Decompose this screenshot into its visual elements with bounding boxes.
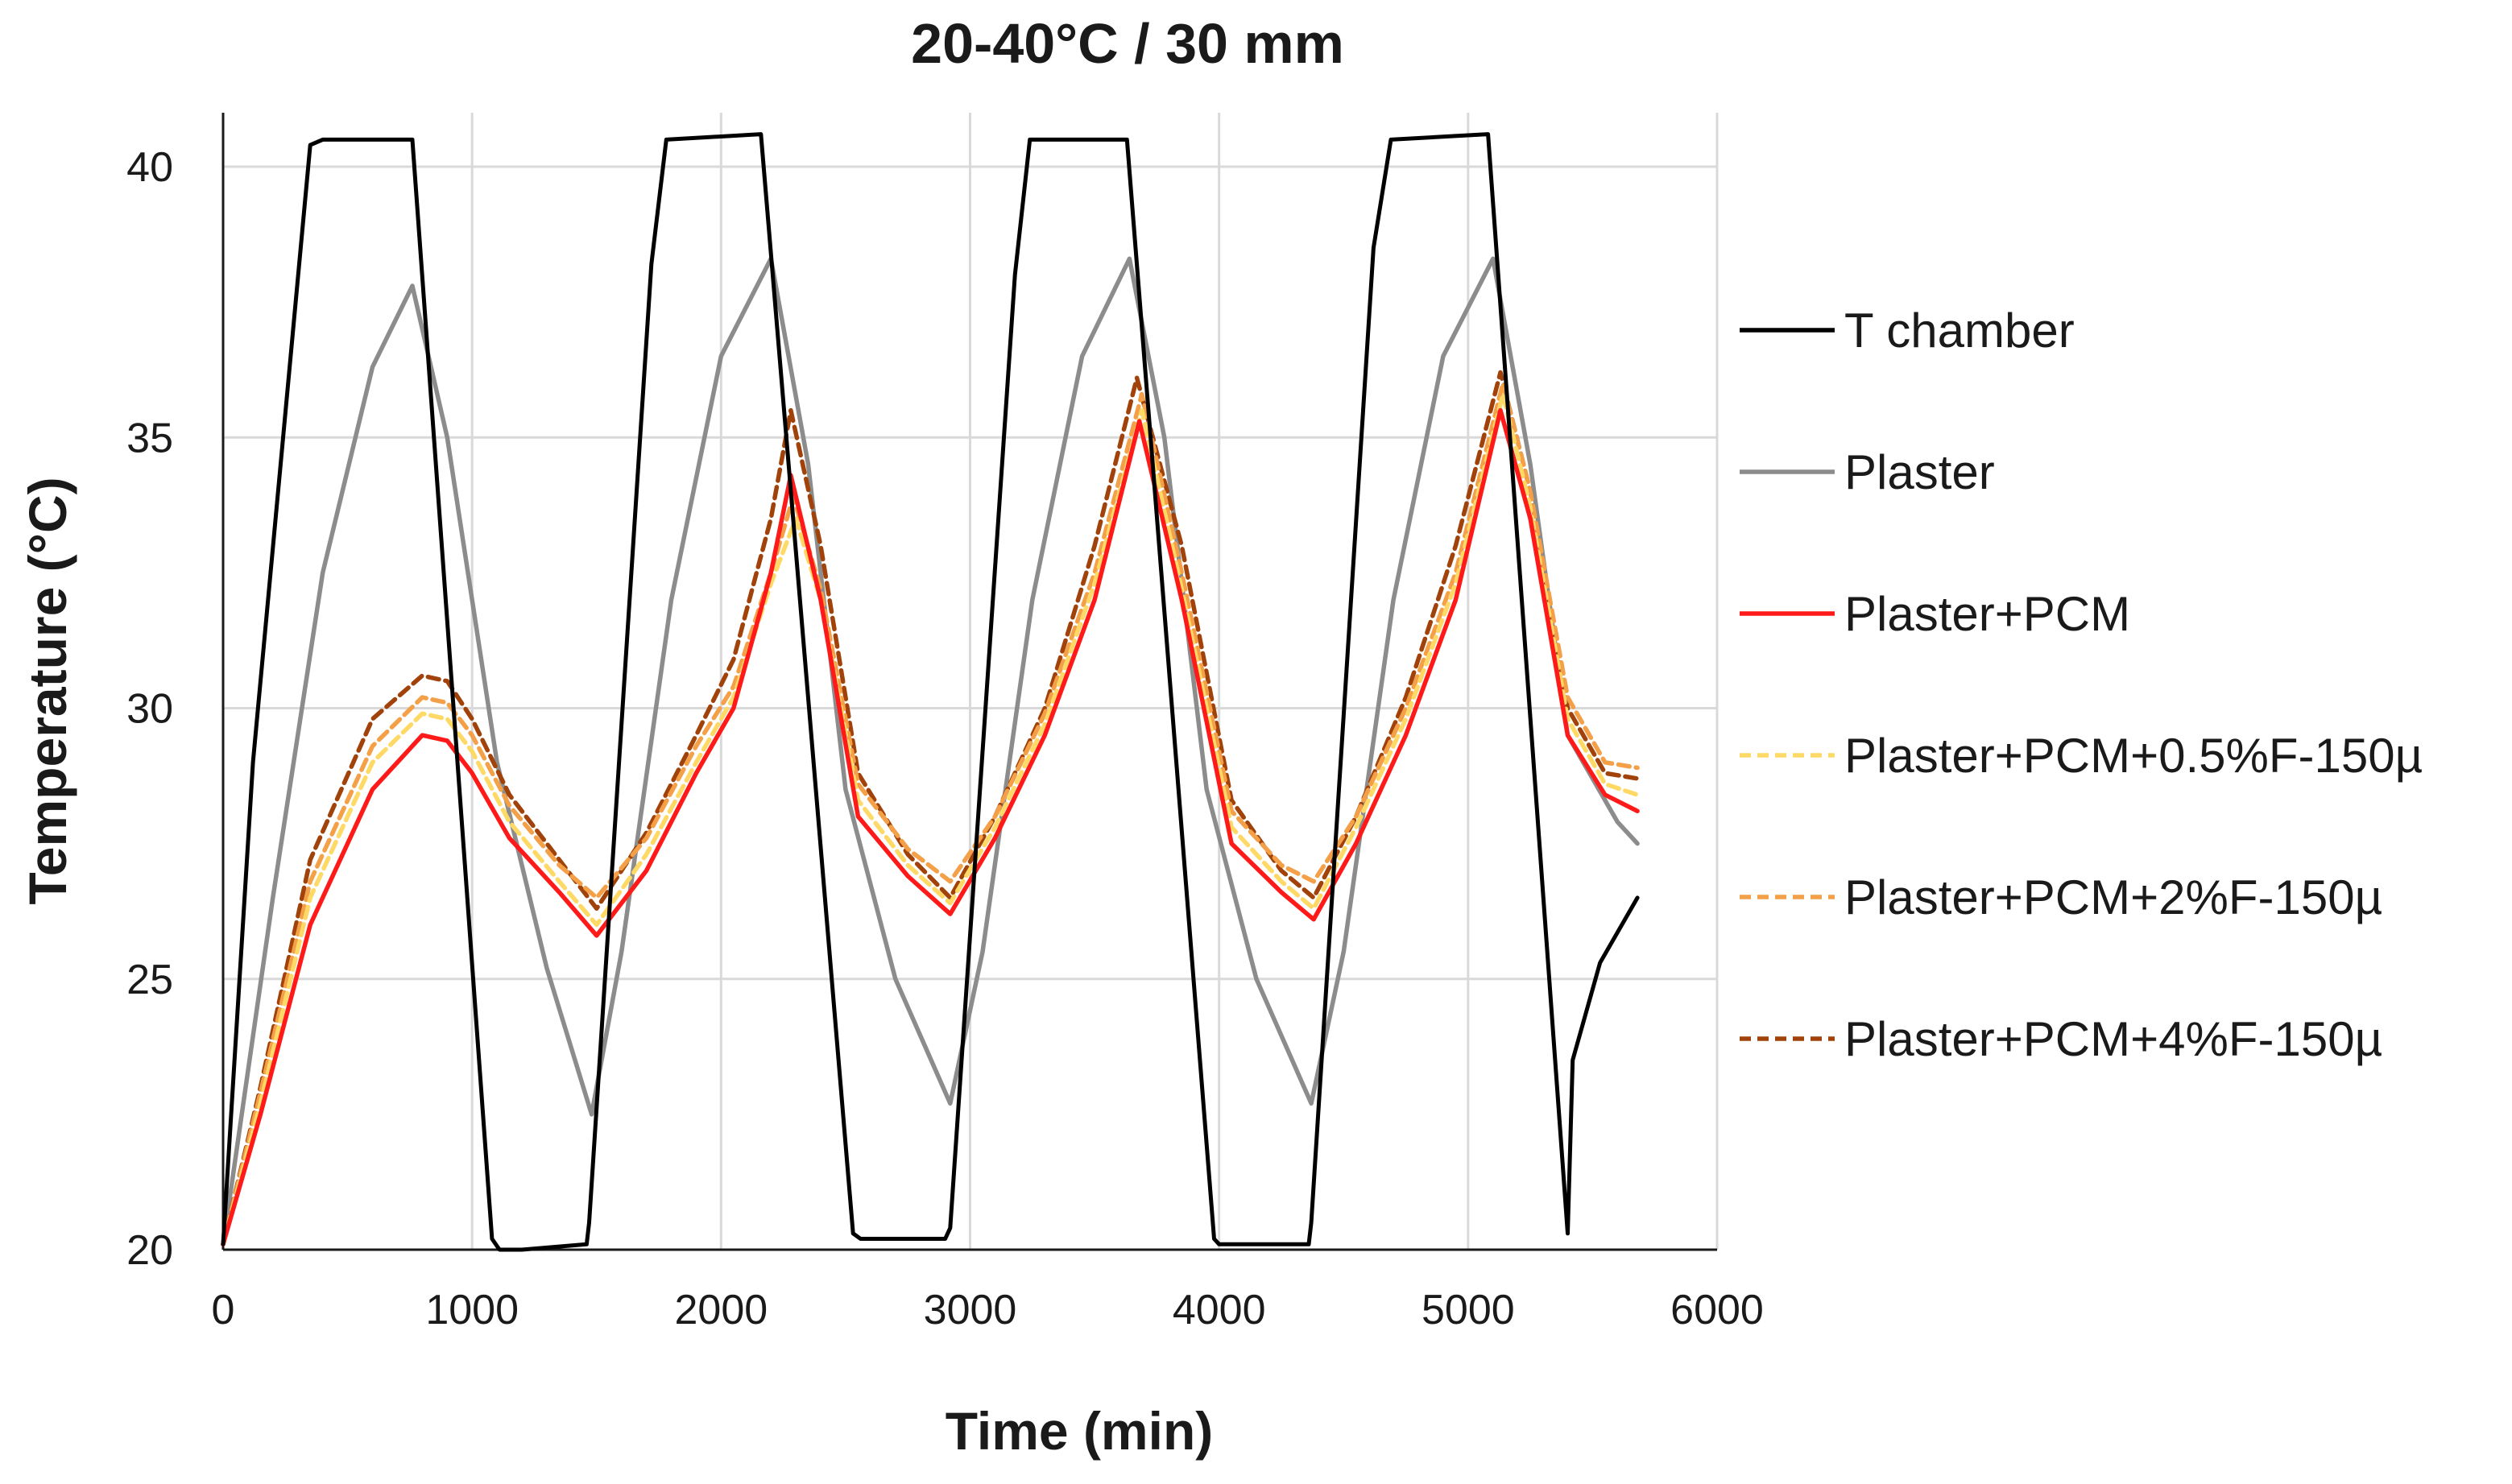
series-line-1 (221, 256, 1640, 1247)
series-line-0 (221, 132, 1640, 1252)
x-tick-label: 1000 (425, 1287, 519, 1333)
series-lines (221, 132, 1640, 1252)
series-line-3 (221, 391, 1640, 1247)
x-tick-label: 4000 (1173, 1287, 1266, 1333)
legend-label: Plaster (1844, 445, 1995, 499)
series-line-2 (221, 407, 1640, 1247)
x-axis-label: Time (min) (946, 1401, 1213, 1461)
legend: T chamber Plaster Plaster+PCM Plaster+PCM+0… (1740, 304, 2423, 1066)
y-tick-label: 20 (126, 1227, 173, 1274)
x-tick-label: 2000 (674, 1287, 768, 1333)
legend-label: Plaster+PCM+0.5%F-150µ (1844, 729, 2423, 783)
y-tick-label: 30 (126, 686, 173, 733)
y-tick-label: 35 (126, 415, 173, 461)
legend-label: Plaster+PCM (1844, 587, 2130, 641)
x-tick-label: 3000 (924, 1287, 1017, 1333)
x-tick-label: 5000 (1422, 1287, 1515, 1333)
chart-title: 20-40°C / 30 mm (911, 12, 1344, 75)
series-line-4 (221, 381, 1640, 1247)
x-tick-label: 6000 (1670, 1287, 1764, 1333)
legend-label: T chamber (1844, 304, 2075, 358)
legend-label: Plaster+PCM+2%F-150µ (1844, 870, 2382, 924)
axes (221, 113, 1717, 1251)
legend-label: Plaster+PCM+4%F-150µ (1844, 1012, 2382, 1066)
y-tick-label: 25 (126, 957, 173, 1003)
x-tick-label: 0 (212, 1287, 235, 1333)
y-tick-label: 40 (126, 144, 173, 191)
y-tick-labels: 20 25 30 35 40 (126, 144, 173, 1274)
series-line-5 (221, 370, 1640, 1247)
y-axis-label: Temperature (°C) (18, 477, 77, 904)
x-tick-labels: 0 1000 2000 3000 4000 5000 6000 (212, 1287, 1764, 1333)
